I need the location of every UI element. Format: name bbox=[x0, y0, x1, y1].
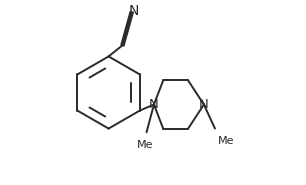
Text: N: N bbox=[149, 98, 159, 111]
Text: Me: Me bbox=[137, 140, 154, 150]
Text: N: N bbox=[129, 4, 139, 18]
Text: N: N bbox=[199, 98, 209, 111]
Text: Me: Me bbox=[218, 136, 234, 146]
